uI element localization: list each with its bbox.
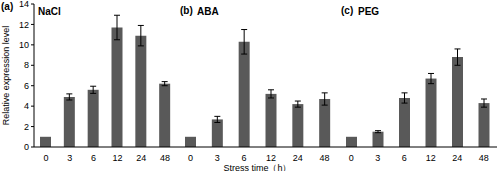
html-text:(a): (a) <box>1 1 14 12</box>
svg-text:3: 3 <box>67 153 72 163</box>
svg-text:Relative expression level: Relative expression level <box>8 26 11 126</box>
html-text:NaCl: NaCl <box>38 6 61 17</box>
svg-text:6: 6 <box>24 81 29 91</box>
svg-text:2: 2 <box>24 122 29 132</box>
svg-text:12: 12 <box>112 153 122 163</box>
svg-text:6: 6 <box>402 153 407 163</box>
svg-text:0: 0 <box>24 142 29 152</box>
svg-text:24: 24 <box>136 153 146 163</box>
svg-text:10: 10 <box>19 40 29 50</box>
svg-text:24: 24 <box>293 153 303 163</box>
html-text:ABA: ABA <box>197 6 219 17</box>
svg-text:48: 48 <box>479 153 489 163</box>
svg-text:3: 3 <box>215 153 220 163</box>
svg-text:48: 48 <box>160 153 170 163</box>
svg-text:8: 8 <box>24 60 29 70</box>
svg-text:6: 6 <box>242 153 247 163</box>
svg-text:4: 4 <box>24 101 29 111</box>
svg-text:12: 12 <box>426 153 436 163</box>
svg-text:14: 14 <box>19 0 29 9</box>
html-text:(c): (c) <box>341 5 354 16</box>
svg-text:12: 12 <box>266 153 276 163</box>
svg-text:24: 24 <box>452 153 462 163</box>
html-text:PEG: PEG <box>358 6 380 17</box>
svg-text:3: 3 <box>375 153 380 163</box>
svg-text:0: 0 <box>43 153 48 163</box>
svg-text:Stress time（h）: Stress time（h） <box>223 163 291 171</box>
svg-text:6: 6 <box>91 153 96 163</box>
svg-text:12: 12 <box>19 20 29 30</box>
svg-text:48: 48 <box>320 153 330 163</box>
svg-text:0: 0 <box>188 153 193 163</box>
html-text:(b): (b) <box>180 5 193 16</box>
svg-text:0: 0 <box>349 153 354 163</box>
